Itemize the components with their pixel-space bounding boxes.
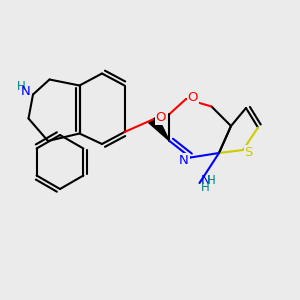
Text: H: H: [17, 80, 26, 94]
Text: N: N: [201, 173, 211, 187]
Text: O: O: [155, 111, 166, 124]
Text: N: N: [20, 85, 30, 98]
Text: H: H: [207, 173, 216, 187]
Text: N: N: [179, 154, 189, 167]
Text: O: O: [188, 91, 198, 104]
Text: S: S: [244, 146, 253, 159]
Text: H: H: [201, 181, 210, 194]
Polygon shape: [149, 116, 170, 141]
